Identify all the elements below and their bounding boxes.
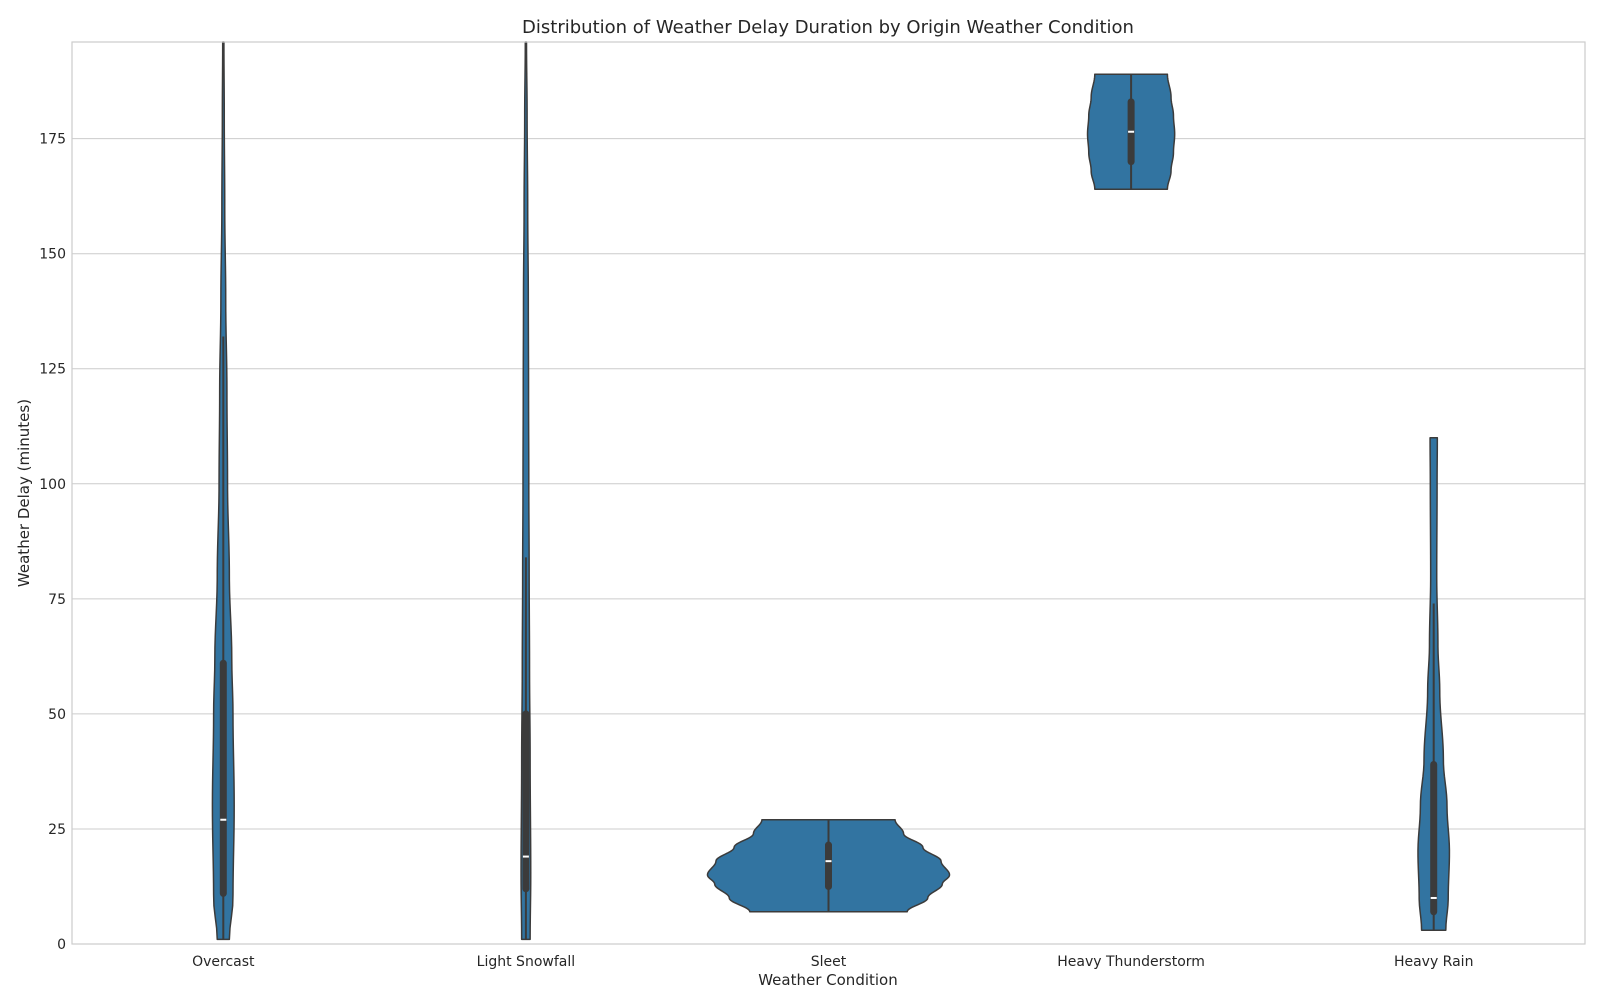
x-tick-label: Heavy Thunderstorm xyxy=(1057,954,1205,970)
x-tick-label: Sleet xyxy=(811,954,847,970)
x-tick-label: Heavy Rain xyxy=(1394,954,1474,970)
y-tick-label: 175 xyxy=(39,132,66,148)
violin-light-snowfall xyxy=(520,41,532,941)
y-tick-label: 75 xyxy=(48,592,66,608)
y-axis-label: Weather Delay (minutes) xyxy=(15,399,33,587)
violin-layer xyxy=(211,41,1451,941)
x-tick-label: Light Snowfall xyxy=(477,954,575,970)
violin-heavy-rain xyxy=(1417,437,1451,931)
chart-title: Distribution of Weather Delay Duration b… xyxy=(522,17,1134,38)
x-tick-labels: Overcast Light Snowfall Sleet Heavy Thunder… xyxy=(192,954,1473,970)
y-tick-label: 125 xyxy=(39,362,66,378)
grid-layer xyxy=(72,138,1585,830)
y-tick-label: 0 xyxy=(57,937,66,953)
y-tick-label: 100 xyxy=(39,477,66,493)
violin-sleet xyxy=(706,818,951,913)
violin-heavy-thunderstorm xyxy=(1086,73,1176,191)
violin-overcast xyxy=(211,41,235,941)
x-axis-label: Weather Condition xyxy=(758,971,898,989)
y-tick-label: 150 xyxy=(39,247,66,263)
y-tick-labels: 0 25 50 75 100 125 150 175 xyxy=(39,132,66,953)
plot-frame xyxy=(71,41,1586,945)
x-tick-label: Overcast xyxy=(192,954,255,970)
y-tick-label: 25 xyxy=(48,822,66,838)
y-tick-label: 50 xyxy=(48,707,66,723)
